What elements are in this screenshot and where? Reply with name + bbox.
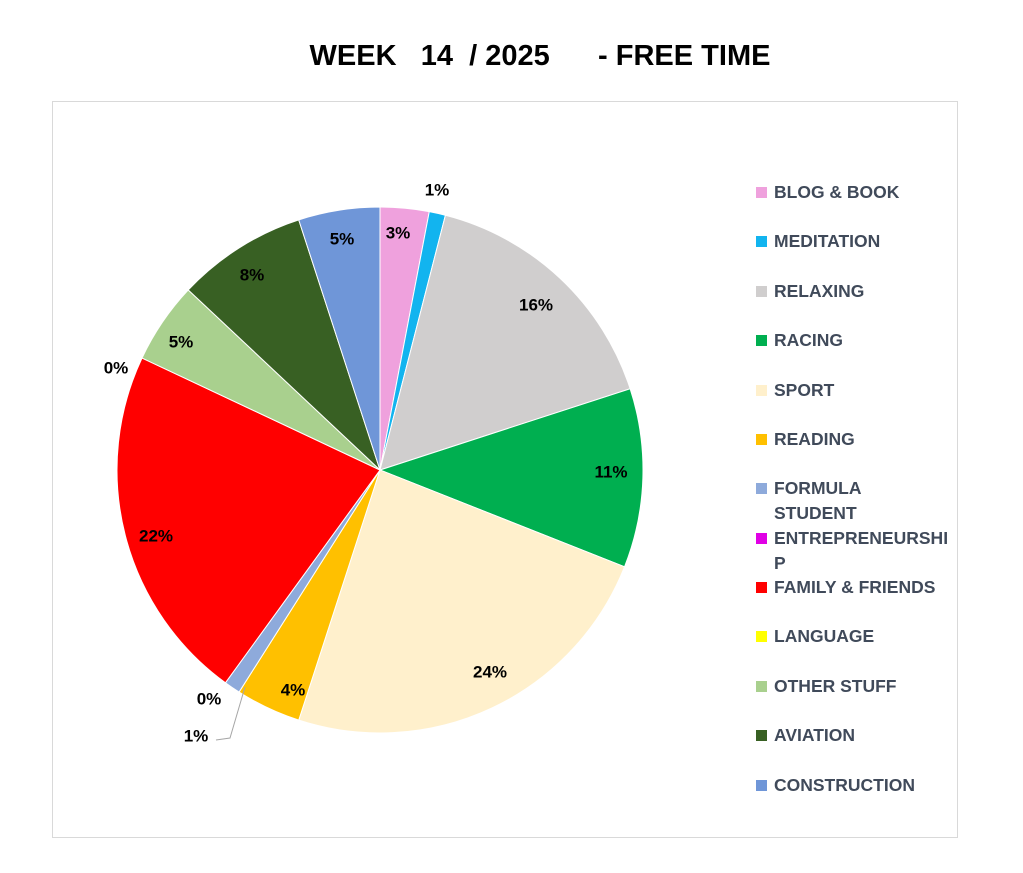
- legend-label: RELAXING: [774, 281, 865, 301]
- data-label-entrepreneurship: 0%: [197, 689, 222, 708]
- legend-swatch: [756, 730, 767, 741]
- legend-swatch: [756, 631, 767, 642]
- legend-swatch: [756, 533, 767, 544]
- legend-label: RACING: [774, 330, 844, 350]
- data-label-relaxing: 16%: [519, 295, 553, 314]
- data-label-aviation: 8%: [240, 265, 265, 284]
- legend-label: MEDITATION: [774, 231, 881, 251]
- legend-swatch: [756, 187, 767, 198]
- legend-swatch: [756, 236, 767, 247]
- chart-title: WEEK 14 / 2025 - FREE TIME: [309, 40, 771, 72]
- plot-area-border: [52, 101, 958, 838]
- legend-label: CONSTRUCTION: [774, 775, 915, 795]
- legend-label: OTHER STUFF: [774, 676, 897, 696]
- legend-swatch: [756, 483, 767, 494]
- legend-swatch: [756, 335, 767, 346]
- data-label-blog-book: 3%: [386, 223, 411, 242]
- legend-swatch: [756, 780, 767, 791]
- legend-label: FAMILY & FRIENDS: [774, 577, 936, 597]
- data-label-reading: 4%: [281, 680, 306, 699]
- leader-line: [215, 686, 246, 741]
- legend-label: AVIATION: [774, 725, 856, 745]
- legend-label: ENTREPRENEURSHIP: [774, 528, 949, 573]
- legend-label: BLOG & BOOK: [774, 182, 900, 202]
- data-label-meditation: 1%: [425, 180, 450, 199]
- pie-slice-racing: [378, 388, 644, 568]
- pie-slice-relaxing: [379, 214, 631, 471]
- legend-swatch: [756, 286, 767, 297]
- legend-label: FORMULA STUDENT: [774, 478, 861, 523]
- data-label-family-friends: 22%: [139, 526, 173, 545]
- pie-slice-aviation: [187, 219, 381, 471]
- data-label-other-stuff: 5%: [169, 332, 194, 351]
- data-label-extra: 0%: [104, 358, 129, 377]
- pie-slice-sport: [298, 469, 626, 734]
- legend-label: SPORT: [774, 380, 835, 400]
- legend-label: READING: [774, 429, 855, 449]
- legend-swatch: [756, 385, 767, 396]
- data-label-construction: 5%: [330, 229, 355, 248]
- pie-slice-construction: [298, 206, 381, 471]
- legend-swatch: [756, 434, 767, 445]
- data-label-sport: 24%: [473, 662, 507, 681]
- legend-swatch: [756, 582, 767, 593]
- data-label-racing: 11%: [594, 462, 627, 481]
- data-label-formula-student: 1%: [184, 726, 209, 745]
- legend-swatch: [756, 681, 767, 692]
- legend-label: LANGUAGE: [774, 626, 875, 646]
